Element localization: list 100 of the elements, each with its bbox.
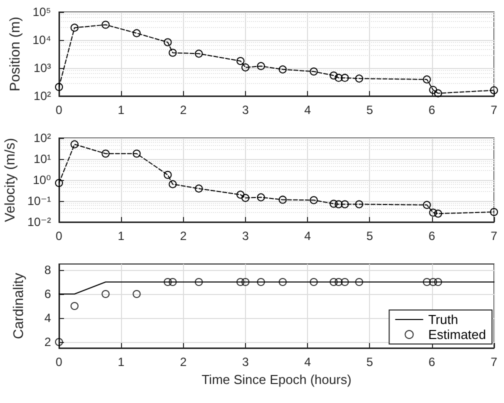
point: [168, 278, 177, 286]
point: [256, 62, 265, 70]
x-tick-label: 7: [490, 355, 498, 369]
x-tick-label: 1: [118, 103, 125, 117]
point: [429, 208, 438, 217]
point: [102, 150, 110, 158]
point: [310, 68, 318, 76]
x-tick-label: 6: [428, 103, 436, 117]
point: [355, 200, 364, 208]
x-tick-label: 7: [490, 229, 498, 243]
point: [434, 278, 442, 286]
point: [241, 194, 250, 202]
legend-label: Estimated: [428, 327, 486, 342]
x-tick-label: 5: [366, 355, 374, 369]
x-tick-label: 2: [180, 355, 187, 369]
point: [429, 86, 438, 94]
y-tick-label: 10⁻¹: [27, 194, 51, 208]
x-tick-label: 6: [428, 355, 436, 369]
x-tick-label: 0: [56, 103, 63, 117]
y-axis-title: Velocity (m/s): [1, 138, 18, 222]
x-axis-title: Time Since Epoch (hours): [202, 372, 352, 387]
point: [256, 193, 265, 202]
point: [334, 200, 343, 208]
x-tick-label: 2: [180, 229, 187, 243]
point: [70, 302, 79, 310]
point: [132, 29, 141, 38]
x-tick-label: 3: [242, 229, 250, 243]
y-tick-label: 10²: [34, 131, 52, 145]
point: [310, 196, 318, 204]
x-tick-label: 4: [304, 355, 312, 369]
point: [340, 200, 349, 208]
point: [330, 200, 338, 208]
point: [310, 278, 318, 286]
point: [422, 200, 431, 209]
point: [132, 290, 141, 298]
point: [334, 74, 343, 82]
point: [70, 140, 79, 148]
point: [355, 278, 364, 286]
point: [278, 65, 287, 74]
point: [355, 74, 364, 83]
x-tick-label: 4: [304, 229, 312, 243]
point: [55, 179, 63, 187]
point: [330, 71, 338, 80]
point: [429, 278, 438, 286]
point: [241, 63, 250, 72]
point: [102, 290, 110, 298]
point: [422, 278, 431, 286]
x-tick-label: 5: [366, 229, 374, 243]
y-tick-label: 10³: [34, 61, 52, 75]
y-tick-label: 4: [44, 311, 52, 325]
point: [434, 89, 442, 98]
point: [164, 38, 172, 46]
point: [168, 180, 177, 188]
x-tick-label: 7: [490, 103, 498, 117]
x-tick-label: 3: [242, 355, 250, 369]
point: [334, 278, 343, 286]
point: [236, 278, 244, 286]
x-tick-label: 5: [366, 103, 374, 117]
point: [434, 210, 442, 218]
y-tick-label: 10⁴: [32, 33, 51, 47]
x-tick-label: 1: [118, 355, 125, 369]
y-axis-title: Cardinality: [10, 272, 26, 340]
x-tick-label: 1: [118, 229, 125, 243]
point: [55, 338, 63, 346]
point: [330, 278, 338, 286]
point: [422, 75, 431, 84]
y-tick-label: 8: [44, 263, 52, 277]
y-tick-label: 10⁵: [32, 5, 52, 19]
point: [340, 74, 349, 82]
x-tick-label: 4: [304, 103, 312, 117]
point: [256, 278, 265, 286]
point: [164, 170, 172, 179]
point: [164, 278, 172, 286]
point: [168, 48, 177, 57]
x-tick-label: 2: [180, 103, 187, 117]
point: [241, 278, 250, 286]
point: [278, 196, 287, 204]
legend-label: Truth: [428, 312, 458, 327]
x-tick-label: 6: [428, 229, 436, 243]
point: [70, 24, 79, 32]
x-tick-label: 3: [242, 103, 250, 117]
point: [490, 208, 498, 216]
y-tick-label: 2: [44, 335, 52, 349]
y-tick-label: 10⁻²: [27, 215, 51, 229]
y-tick-label: 6: [44, 287, 52, 301]
point: [340, 278, 349, 286]
point: [194, 278, 203, 286]
point: [132, 150, 141, 158]
y-tick-label: 10²: [34, 89, 52, 103]
point: [194, 50, 203, 58]
x-tick-label: 0: [56, 355, 63, 369]
point: [278, 278, 287, 286]
point: [102, 20, 110, 29]
y-tick-label: 10¹: [34, 152, 52, 166]
y-tick-label: 10⁰: [32, 173, 52, 187]
point: [194, 184, 203, 193]
x-tick-label: 0: [56, 229, 63, 243]
point: [236, 56, 244, 65]
y-axis-title: Position (m): [6, 16, 23, 92]
point: [236, 190, 244, 199]
